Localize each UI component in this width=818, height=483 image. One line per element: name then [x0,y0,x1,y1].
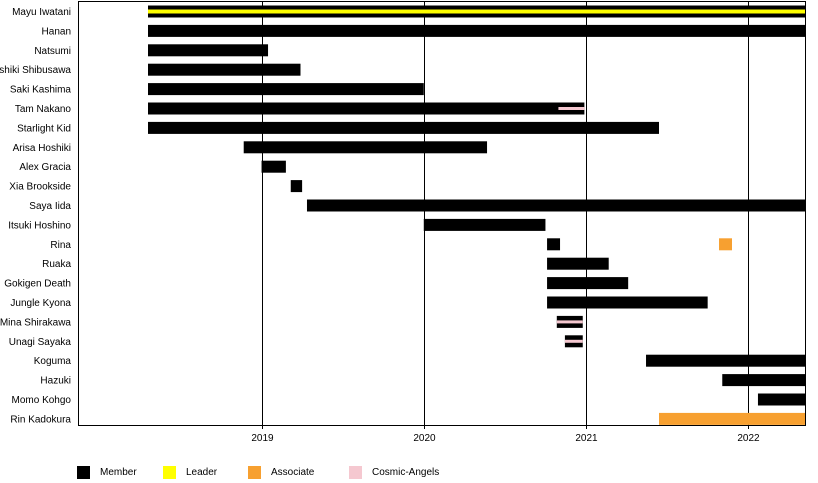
plot-frame [78,1,806,426]
legend-item-associate: Associate [248,465,314,479]
tick-label-2019: 2019 [251,433,274,444]
legend-label-cosmic-angels: Cosmic-Angels [372,466,440,478]
legend-label-associate: Associate [271,466,315,478]
bar-gokigen-death-member-0 [547,277,629,290]
legend-swatch-associate [248,465,261,479]
row-label-mina-shirakawa: Mina Shirakawa [0,317,71,328]
legend-swatch-member [77,465,90,479]
legend-item-cosmic-angels: Cosmic-Angels [349,465,439,479]
row-label-unagi-sayaka: Unagi Sayaka [9,337,72,348]
bar-itsuki-hoshino-member-0 [423,218,546,231]
bar-arisa-hoshiki-member-0 [243,141,488,154]
bar-hoshiki-shibusawa-member-0 [148,63,301,76]
bar-momo-kohgo-member-0 [757,393,805,406]
row-label-starlight-kid: Starlight Kid [17,123,71,134]
legend-swatch-cosmic-angels [349,465,362,479]
legend-label-member: Member [100,466,137,478]
row-label-arisa-hoshiki: Arisa Hoshiki [13,143,71,154]
legend: Member Leader Associate Cosmic-Angels [0,462,818,482]
bar-tam-nakano-member-0 [148,102,585,115]
bar-mina-shirakawa-cosmic-angels-1 [556,320,583,324]
bar-jungle-kyona-member-0 [547,296,708,309]
row-label-natsumi: Natsumi [34,46,71,57]
tick-label-2020: 2020 [413,433,436,444]
bar-starlight-kid-member-0 [148,121,659,134]
bar-rina-associate-1 [719,238,732,251]
row-label-ruaka: Ruaka [42,259,71,270]
label-layer: 2019 2020 2021 2022 Mayu Iwatani Hanan Natsumi… [0,7,760,444]
bar-hazuki-member-0 [722,374,805,387]
bar-ruaka-member-0 [547,257,609,270]
bar-xia-brookside-member-0 [290,180,303,193]
row-label-hoshiki-shibusawa: Hoshiki Shibusawa [0,65,71,76]
row-label-momo-kohgo: Momo Kohgo [12,395,72,406]
tick-label-2022: 2022 [737,433,760,444]
bar-koguma-member-0 [646,354,805,367]
legend-item-member: Member [77,465,137,479]
legend-item-leader: Leader [163,465,217,479]
row-label-tam-nakano: Tam Nakano [15,104,72,115]
row-label-rina: Rina [50,240,71,251]
bar-hanan-member-0 [148,24,805,37]
row-label-mayu-iwatani: Mayu Iwatani [12,7,71,18]
row-label-saya-iida: Saya Iida [29,201,71,212]
bar-alex-gracia-member-0 [261,160,286,173]
row-label-xia-brookside: Xia Brookside [9,182,71,193]
bar-rin-kadokura-associate-0 [659,412,805,425]
row-label-itsuki-hoshino: Itsuki Hoshino [8,220,71,231]
row-label-jungle-kyona: Jungle Kyona [10,298,71,309]
bar-tam-nakano-cosmic-angels-1 [558,107,585,110]
row-label-alex-gracia: Alex Gracia [19,162,71,173]
row-label-koguma: Koguma [34,356,72,367]
bar-unagi-sayaka-cosmic-angels-1 [564,339,583,343]
tick-label-2021: 2021 [575,433,598,444]
row-label-hanan: Hanan [42,26,71,37]
bar-rina-member-0 [547,238,561,251]
row-label-gokigen-death: Gokigen Death [4,279,71,290]
bar-saki-kashima-member-0 [148,83,424,96]
bar-mayu-iwatani-leader-0 [148,9,805,14]
bar-saya-iida-member-0 [306,199,805,212]
legend-label-leader: Leader [186,466,218,478]
bar-layer [148,5,805,425]
row-label-hazuki: Hazuki [40,376,71,387]
legend-swatch-leader [163,465,176,479]
row-label-rin-kadokura: Rin Kadokura [10,414,71,425]
bar-natsumi-member-0 [148,44,269,57]
row-label-saki-kashima: Saki Kashima [10,85,72,96]
